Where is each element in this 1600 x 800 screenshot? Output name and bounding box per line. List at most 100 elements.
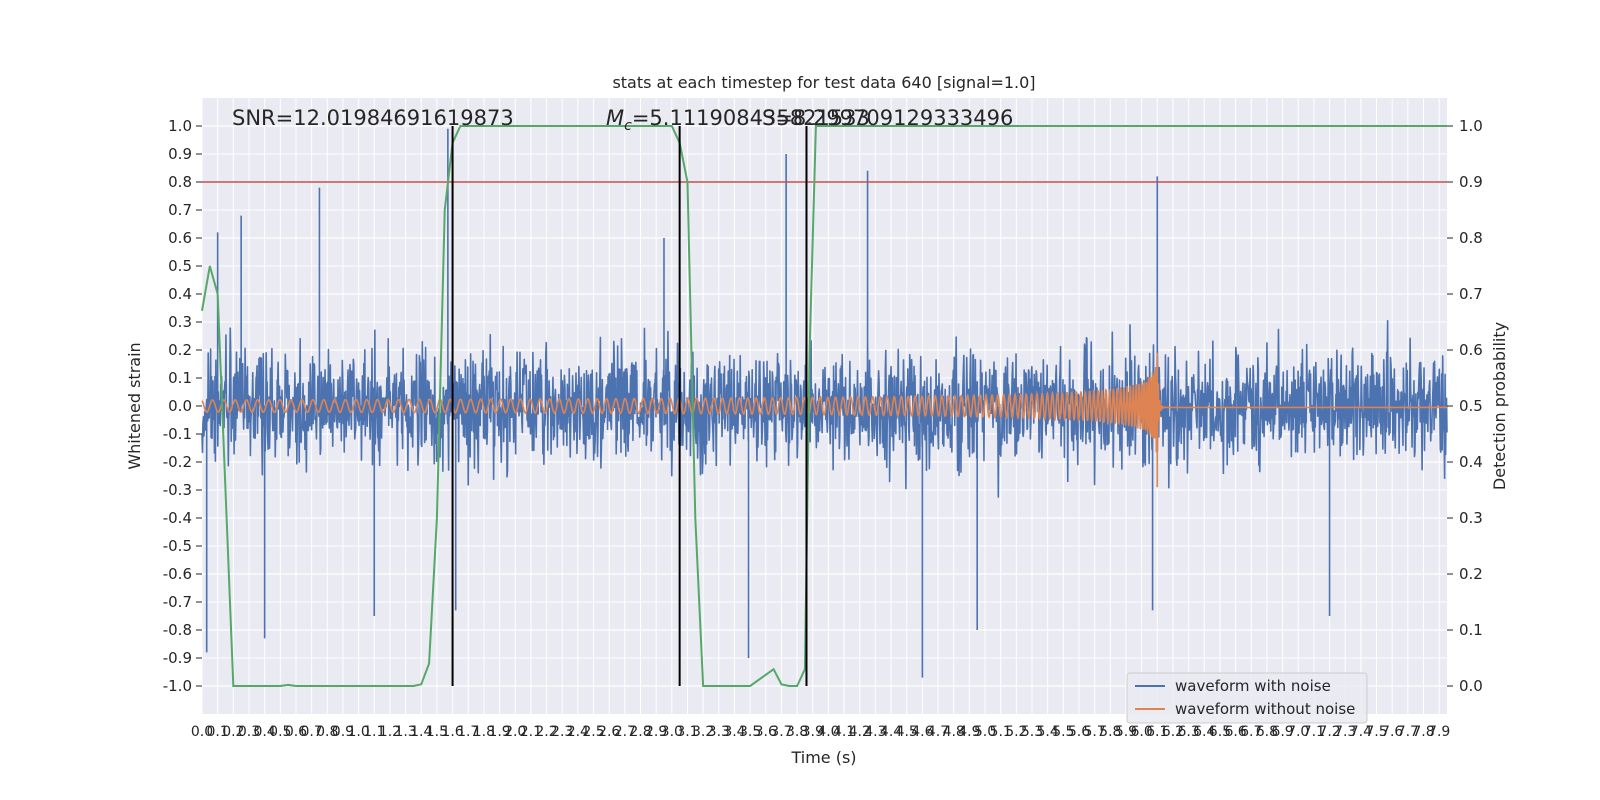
x-tick-label: 5.3: [1021, 724, 1043, 740]
x-tick-label: 6.3: [1177, 724, 1199, 740]
y-tick-label: 0.7: [168, 201, 192, 219]
x-tick-label: 6.5: [1209, 724, 1231, 740]
x-tick-label: 7.6: [1381, 724, 1403, 740]
chart-series: [201, 125, 1448, 687]
x-tick-label: 7.3: [1334, 724, 1356, 740]
axes: 0.00.10.20.30.40.50.60.70.80.91.01.11.21…: [163, 117, 1483, 740]
x-tick-label: 0.8: [316, 724, 338, 740]
x-tick-label: 5.4: [1037, 724, 1059, 740]
y-tick-label: 0.8: [168, 173, 192, 191]
x-tick-label: 7.5: [1365, 724, 1387, 740]
x-tick-label: 5.5: [1052, 724, 1074, 740]
x-tick-label: 5.8: [1099, 724, 1121, 740]
x-tick-label: 5.9: [1115, 724, 1137, 740]
x-tick-label: 7.2: [1318, 724, 1340, 740]
x-tick-label: 3.0: [661, 724, 683, 740]
x-tick-label: 1.0: [347, 724, 369, 740]
legend-label-waveform-without-noise: waveform without noise: [1175, 700, 1355, 718]
x-tick-label: 1.5: [426, 724, 448, 740]
y-tick-label: -0.3: [163, 481, 192, 499]
x-tick-label: 1.4: [410, 724, 432, 740]
x-tick-label: 4.6: [911, 724, 933, 740]
legend: waveform with noise waveform without noi…: [1126, 672, 1368, 724]
y2-tick-label: 0.3: [1459, 509, 1483, 527]
series-waveform-without-noise: [201, 352, 1447, 488]
x-tick-label: 4.1: [833, 724, 855, 740]
y2-tick-label: 0.9: [1459, 173, 1483, 191]
x-tick-label: 5.0: [974, 724, 996, 740]
x-tick-label: 3.7: [770, 724, 792, 740]
x-tick-label: 6.7: [1240, 724, 1262, 740]
x-tick-label: 1.9: [488, 724, 510, 740]
x-tick-label: 6.1: [1146, 724, 1168, 740]
x-tick-label: 2.0: [504, 724, 526, 740]
x-tick-label: 6.6: [1224, 724, 1246, 740]
x-tick-label: 2.1: [520, 724, 542, 740]
x-tick-label: 7.8: [1412, 724, 1434, 740]
x-tick-label: 0.7: [300, 724, 322, 740]
y2-tick-label: 0.7: [1459, 285, 1483, 303]
x-tick-label: 7.9: [1428, 724, 1450, 740]
x-tick-label: 4.5: [896, 724, 918, 740]
x-tick-label: 4.4: [880, 724, 902, 740]
x-tick-label: 6.8: [1256, 724, 1278, 740]
series-waveform-with-noise: [201, 128, 1448, 678]
y-tick-label: -0.2: [163, 453, 192, 471]
chart-title: stats at each timestep for test data 640…: [612, 73, 1035, 92]
x-tick-label: 0.3: [238, 724, 260, 740]
y2-tick-label: 0.6: [1459, 341, 1483, 359]
y-tick-label: -1.0: [163, 677, 192, 695]
y-tick-label: 0.1: [168, 369, 192, 387]
x-tick-label: 3.5: [739, 724, 761, 740]
x-tick-label: 0.4: [254, 724, 276, 740]
x-tick-label: 3.9: [802, 724, 824, 740]
x-tick-label: 5.2: [1005, 724, 1027, 740]
x-tick-label: 1.6: [441, 724, 463, 740]
y-tick-label: 0.5: [168, 257, 192, 275]
y-tick-label: -0.8: [163, 621, 192, 639]
x-tick-label: 4.2: [849, 724, 871, 740]
x-tick-label: 7.4: [1350, 724, 1372, 740]
x-tick-label: 3.2: [692, 724, 714, 740]
x-tick-label: 0.5: [269, 724, 291, 740]
y2-axis-label: Detection probability: [1490, 322, 1509, 490]
y-tick-label: -0.7: [163, 593, 192, 611]
x-tick-label: 3.6: [755, 724, 777, 740]
x-tick-label: 0.6: [285, 724, 307, 740]
x-tick-label: 3.8: [786, 724, 808, 740]
series-detection-probability: [201, 125, 1447, 687]
chirp-mass-subscript: c: [624, 118, 632, 134]
x-tick-label: 2.3: [551, 724, 573, 740]
y2-tick-label: 1.0: [1459, 117, 1483, 135]
x-tick-label: 0.1: [207, 724, 229, 740]
x-tick-label: 1.2: [379, 724, 401, 740]
x-tick-label: 5.6: [1068, 724, 1090, 740]
x-tick-label: 0.0: [191, 724, 213, 740]
y-axis-label: Whitened strain: [125, 342, 144, 469]
legend-label-waveform-with-noise: waveform with noise: [1175, 677, 1331, 695]
x-tick-label: 7.7: [1397, 724, 1419, 740]
y-tick-label: 0.6: [168, 229, 192, 247]
x-tick-label: 6.9: [1271, 724, 1293, 740]
x-tick-label: 1.8: [473, 724, 495, 740]
y-tick-label: 0.3: [168, 313, 192, 331]
x-tick-label: 2.8: [629, 724, 651, 740]
x-tick-label: 0.2: [222, 724, 244, 740]
x-tick-label: 1.1: [363, 724, 385, 740]
x-tick-label: 2.2: [535, 724, 557, 740]
x-tick-label: 4.7: [927, 724, 949, 740]
x-tick-label: 2.5: [582, 724, 604, 740]
x-tick-label: 2.7: [614, 724, 636, 740]
x-tick-label: 5.7: [1084, 724, 1106, 740]
x-tick-label: 1.7: [457, 724, 479, 740]
x-tick-label: 6.2: [1162, 724, 1184, 740]
vertical-markers: [451, 126, 808, 686]
chirp-mass-symbol: M: [606, 106, 624, 130]
chirp-mass-value: =5.111908435821533: [632, 106, 870, 130]
x-tick-label: 4.0: [817, 724, 839, 740]
y-tick-label: 1.0: [168, 117, 192, 135]
overlap-annotation: S=8.299709129333496: [762, 106, 1013, 130]
x-tick-label: 4.9: [958, 724, 980, 740]
y2-tick-label: 0.1: [1459, 621, 1483, 639]
